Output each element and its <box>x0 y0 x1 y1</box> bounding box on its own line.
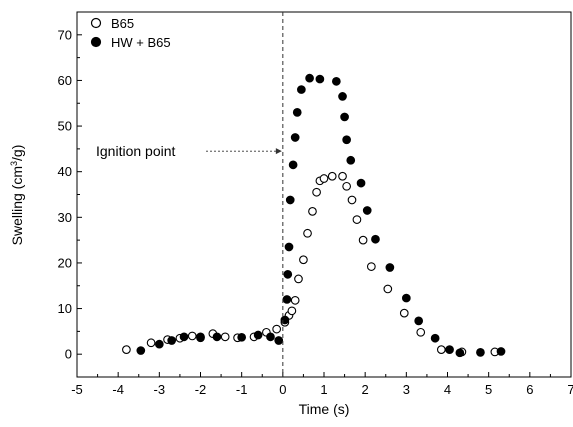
legend: B65 HW + B65 <box>90 16 171 50</box>
x-tick-label: -3 <box>154 382 166 397</box>
b65-point <box>272 324 282 334</box>
y-axis-title-tail: /g) <box>9 145 25 161</box>
b65-point <box>122 345 131 354</box>
x-tick-label: -5 <box>71 382 83 397</box>
y-tick-label: 0 <box>65 347 72 362</box>
y-tick-label: 10 <box>58 301 72 316</box>
hw-b65-point <box>338 92 347 101</box>
b65-point <box>308 207 317 216</box>
hw-b65-point <box>136 346 146 355</box>
hw-b65-point <box>179 332 189 342</box>
legend-marker-b65 <box>90 17 102 29</box>
y-tick-label: 20 <box>58 255 72 270</box>
x-tick-label: 3 <box>403 382 410 397</box>
b65-point <box>294 274 303 284</box>
b65-point <box>338 171 347 181</box>
y-tick-label: 30 <box>58 210 72 225</box>
annotation-label: Ignition point <box>96 143 176 159</box>
y-axis-title: Swelling (cm3/g) <box>9 145 25 246</box>
annotation: Ignition point <box>96 143 282 159</box>
y-axis-title-sup: 3 <box>9 161 19 166</box>
hw-b65-point <box>305 73 314 83</box>
hw-b65-point <box>356 178 366 188</box>
hw-b65-point <box>212 332 222 342</box>
hw-b65-point <box>283 269 293 279</box>
hw-b65-point <box>196 332 205 342</box>
hw-b65-point <box>292 108 302 117</box>
b65-point <box>290 296 300 305</box>
annotation-arrowhead <box>275 148 282 155</box>
hw-b65-point <box>167 336 177 345</box>
hw-b65-point <box>288 160 298 170</box>
y-tick-label: 60 <box>58 73 72 88</box>
hw-b65-point <box>476 348 485 357</box>
x-tick-label: -4 <box>112 382 124 397</box>
b65-point <box>299 255 308 265</box>
hw-b65-point <box>371 234 380 244</box>
y-tick-label: 40 <box>58 164 72 179</box>
hw-b65-point <box>315 74 325 84</box>
hw-b65-point <box>280 315 290 325</box>
y-axis-title-main: Swelling (cm <box>9 166 25 245</box>
hw-b65-point <box>332 76 341 86</box>
hw-b65-point <box>274 336 284 345</box>
plot-frame <box>76 11 572 378</box>
hw-b65-point <box>285 195 295 205</box>
hw-b65-point <box>430 333 440 343</box>
hw-b65-point <box>237 332 247 342</box>
x-tick-label: 5 <box>485 382 492 397</box>
hw-b65-point <box>340 112 349 122</box>
b65-point <box>342 181 351 191</box>
x-tick-label: 1 <box>320 382 327 397</box>
b65-point <box>327 171 337 181</box>
data-points <box>122 73 506 358</box>
hw-b65-point <box>362 206 372 215</box>
x-tick-label: -1 <box>236 382 248 397</box>
x-tick-label: 2 <box>362 382 369 397</box>
legend-label-b65: B65 <box>111 16 134 31</box>
x-tick-label: -2 <box>195 382 207 397</box>
b65-point <box>312 187 321 197</box>
hw-b65-point <box>290 133 300 142</box>
legend-label-hw-b65: HW + B65 <box>111 35 171 50</box>
hw-b65-point <box>385 263 395 272</box>
hw-b65-point <box>154 339 164 349</box>
x-axis-title: Time (s) <box>299 401 350 417</box>
b65-point <box>347 195 357 205</box>
b65-point <box>399 308 409 318</box>
hw-b65-point <box>496 347 506 356</box>
hw-b65-point <box>455 348 465 358</box>
b65-point <box>146 338 156 348</box>
b65-point <box>416 327 426 337</box>
y-tick-label: 50 <box>58 119 72 134</box>
b65-point <box>319 174 329 183</box>
hw-b65-point <box>346 155 356 165</box>
b65-point <box>287 306 297 316</box>
hw-b65-point <box>282 295 292 304</box>
b65-point <box>358 235 368 245</box>
x-tick-label: 6 <box>526 382 533 397</box>
hw-b65-point <box>445 345 454 354</box>
x-tick-label: 4 <box>444 382 451 397</box>
hw-b65-point <box>253 330 263 340</box>
hw-b65-point <box>297 85 306 94</box>
b65-point <box>383 284 393 294</box>
legend-marker-hw-b65 <box>90 36 102 48</box>
x-tick-label: 0 <box>279 382 286 397</box>
x-tick-label: 7 <box>567 382 573 397</box>
hw-b65-point <box>342 135 351 145</box>
b65-point <box>220 332 230 342</box>
b65-point <box>352 215 362 224</box>
y-tick-label: 70 <box>58 27 72 42</box>
hw-b65-point <box>401 293 411 303</box>
hw-b65-point <box>414 316 424 326</box>
b65-point <box>436 345 446 354</box>
b65-point <box>303 228 312 238</box>
b65-point <box>366 262 376 271</box>
hw-b65-point <box>266 332 275 342</box>
b65-point <box>187 331 197 341</box>
hw-b65-point <box>284 242 294 252</box>
